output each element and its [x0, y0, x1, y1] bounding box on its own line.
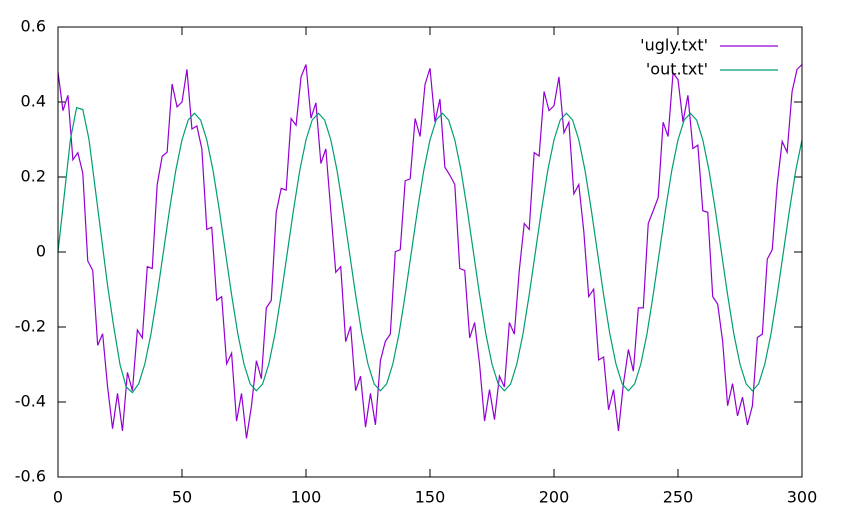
x-tick-label: 100 — [291, 488, 322, 507]
y-tick-label: -0.6 — [15, 467, 46, 486]
plot-border — [57, 26, 803, 478]
y-tick-label: 0.4 — [21, 92, 46, 111]
y-tick-label: -0.2 — [15, 317, 46, 336]
data-line — [57, 106, 803, 394]
x-tick-label: 300 — [787, 488, 818, 507]
y-tick-label: -0.4 — [15, 392, 46, 411]
legend-label: 'ugly.txt' — [640, 36, 708, 55]
x-tick-label: 250 — [663, 488, 694, 507]
y-tick-label: 0 — [36, 242, 46, 261]
y-tick-label: 0.2 — [21, 167, 46, 186]
y-tick-label: 0.6 — [21, 17, 46, 36]
x-tick-label: 0 — [53, 488, 63, 507]
x-tick-label: 150 — [415, 488, 446, 507]
legend-label: 'out.txt' — [646, 60, 708, 79]
data-line — [57, 64, 803, 439]
x-tick-label: 200 — [539, 488, 570, 507]
x-tick-label: 50 — [172, 488, 192, 507]
